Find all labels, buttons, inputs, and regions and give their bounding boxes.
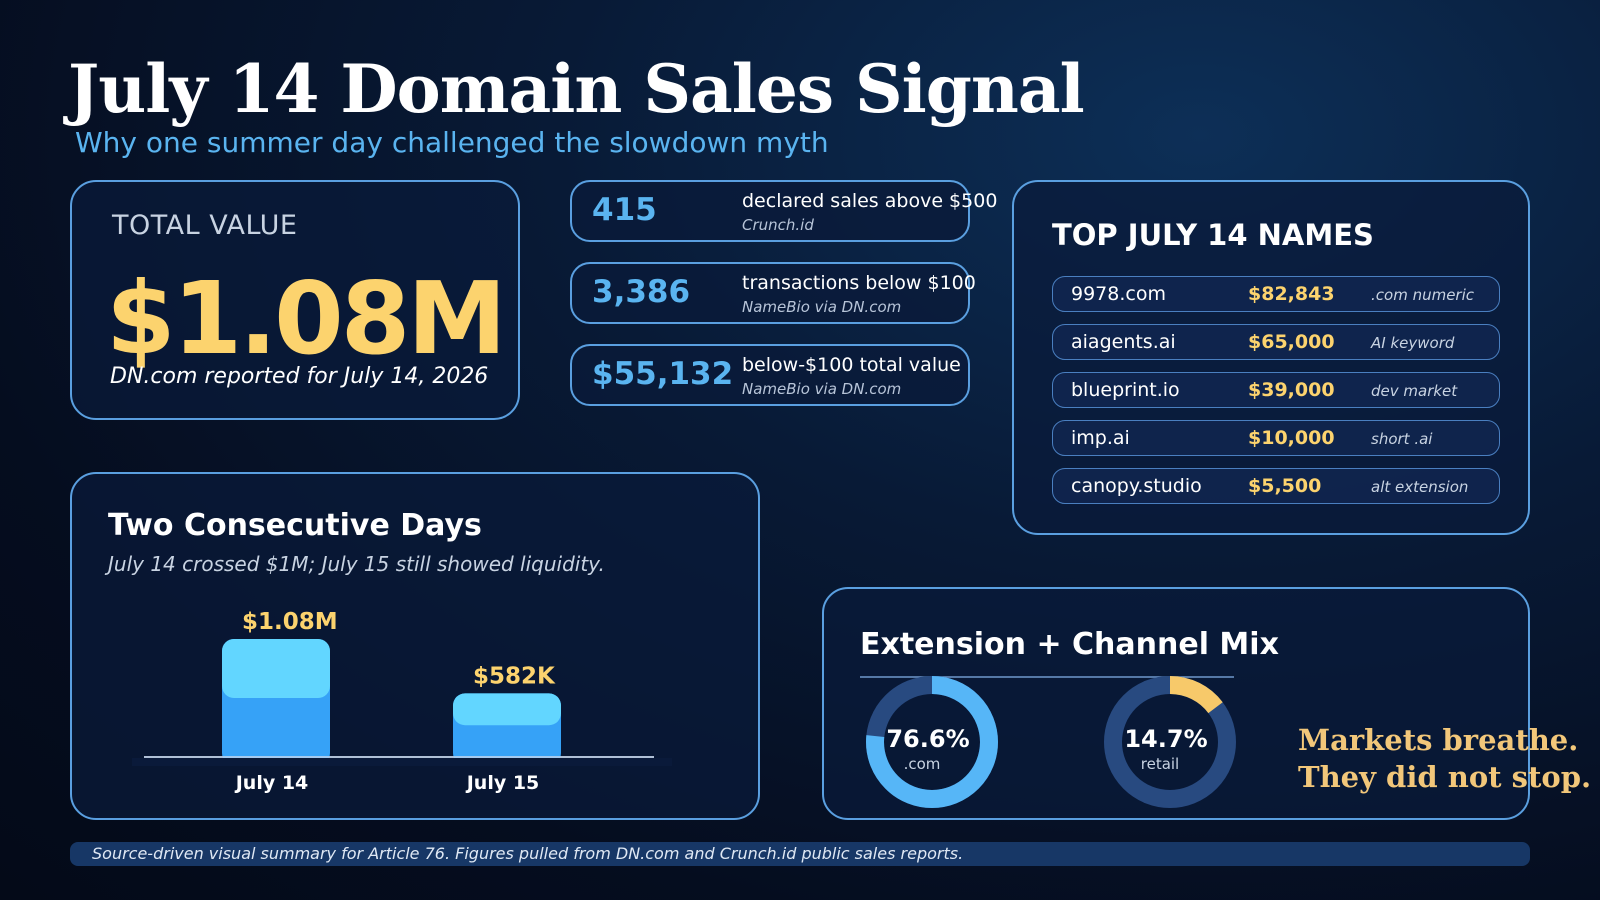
bar-category-label: July 15 [465, 772, 540, 794]
name-domain: aiagents.ai [1071, 331, 1176, 353]
bar-highlight [222, 639, 330, 698]
donut-value-arc [1104, 676, 1236, 808]
name-tag: short .ai [1371, 430, 1433, 448]
name-domain: canopy.studio [1071, 475, 1202, 497]
top-name-row: aiagents.ai $65,000 AI keyword [1052, 324, 1500, 360]
stat-description: declared sales above $500 [742, 190, 998, 212]
total-value-label: TOTAL VALUE [112, 210, 298, 241]
bar-0 [222, 639, 330, 765]
stat-description: below-$100 total value [742, 354, 961, 376]
bar-chart-title: Two Consecutive Days [108, 508, 482, 543]
name-tag: AI keyword [1371, 334, 1455, 352]
top-name-row: blueprint.io $39,000 dev market [1052, 372, 1500, 408]
bar-data-label: $582K [473, 663, 556, 689]
name-domain: 9978.com [1071, 283, 1166, 305]
bar-data-label: $1.08M [242, 609, 338, 635]
name-price: $10,000 [1248, 427, 1335, 449]
bar-1 [453, 693, 561, 765]
bar-base-mask [132, 758, 672, 766]
name-tag: alt extension [1371, 478, 1469, 496]
stat-pill-below-100-total: $55,132 below-$100 total value NameBio v… [570, 344, 970, 406]
stat-number: 3,386 [592, 274, 691, 310]
name-price: $65,000 [1248, 331, 1335, 353]
tagline: Markets breathe. They did not stop. [1298, 722, 1591, 796]
bar-chart-subtitle: July 14 crossed $1M; July 15 still showe… [108, 552, 605, 576]
name-tag: .com numeric [1371, 286, 1475, 304]
bar-chart: $1.08M July 14 $582K July 15 [132, 609, 672, 794]
name-price: $82,843 [1248, 283, 1335, 305]
footer-source-note: Source-driven visual summary for Article… [70, 842, 1530, 866]
name-tag: dev market [1371, 382, 1458, 400]
donut-1: 14.7% retail [1104, 676, 1236, 808]
donut-caption: retail [1141, 755, 1179, 773]
donut-0: 76.6% .com [866, 676, 998, 808]
top-names-title: TOP JULY 14 NAMES [1052, 218, 1374, 252]
top-name-row: 9978.com $82,843 .com numeric [1052, 276, 1500, 312]
stat-number: 415 [592, 192, 657, 228]
donut-percent-label: 76.6% [886, 725, 969, 753]
page-title: July 14 Domain Sales Signal [68, 50, 1085, 128]
donut-value-arc [866, 676, 998, 808]
stat-number: $55,132 [592, 356, 734, 392]
tagline-line: Markets breathe. [1298, 723, 1579, 757]
page-subtitle: Why one summer day challenged the slowdo… [75, 126, 829, 159]
total-value-note: DN.com reported for July 14, 2026 [110, 364, 489, 389]
channel-mix-title: Extension + Channel Mix [860, 627, 1279, 662]
stat-pill-sales-above-500: 415 declared sales above $500 Crunch.id [570, 180, 997, 242]
stat-source: Crunch.id [742, 216, 814, 234]
total-value-card: TOTAL VALUE $1.08M DN.com reported for J… [70, 180, 520, 420]
donut-percent-label: 14.7% [1124, 725, 1207, 753]
total-value-figure: $1.08M [106, 260, 507, 377]
tagline-line: They did not stop. [1298, 760, 1592, 794]
top-name-row: imp.ai $10,000 short .ai [1052, 420, 1500, 456]
name-domain: blueprint.io [1071, 379, 1180, 401]
name-price: $5,500 [1248, 475, 1322, 497]
donut-caption: .com [904, 755, 941, 773]
stat-description: transactions below $100 [742, 272, 976, 294]
bar-category-label: July 14 [234, 772, 309, 794]
donut-charts: 76.6% .com 14.7% retail [860, 676, 1236, 808]
stat-source: NameBio via DN.com [742, 298, 902, 316]
name-price: $39,000 [1248, 379, 1335, 401]
bar-highlight [453, 693, 561, 726]
bar-chart-card: Two Consecutive Days July 14 crossed $1M… [70, 472, 760, 820]
channel-mix-card: Extension + Channel Mix 76.6% .com 14.7% re… [822, 587, 1530, 820]
top-names-card: TOP JULY 14 NAMES 9978.com $82,843 .com … [1012, 180, 1530, 535]
name-domain: imp.ai [1071, 427, 1130, 449]
stat-pill-transactions-below-100: 3,386 transactions below $100 NameBio vi… [570, 262, 976, 324]
top-name-row: canopy.studio $5,500 alt extension [1052, 468, 1500, 504]
stat-source: NameBio via DN.com [742, 380, 902, 398]
